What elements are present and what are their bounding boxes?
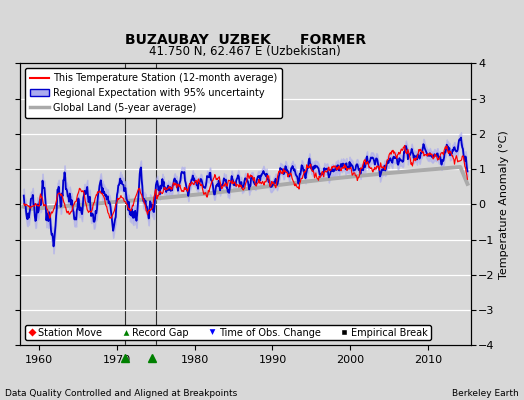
Text: Data Quality Controlled and Aligned at Breakpoints: Data Quality Controlled and Aligned at B… bbox=[5, 389, 237, 398]
Legend: Station Move, Record Gap, Time of Obs. Change, Empirical Break: Station Move, Record Gap, Time of Obs. C… bbox=[25, 324, 431, 340]
Text: Berkeley Earth: Berkeley Earth bbox=[452, 389, 519, 398]
Text: 41.750 N, 62.467 E (Uzbekistan): 41.750 N, 62.467 E (Uzbekistan) bbox=[149, 45, 341, 58]
Y-axis label: Temperature Anomaly (°C): Temperature Anomaly (°C) bbox=[499, 130, 509, 279]
Title: BUZAUBAY  UZBEK      FORMER: BUZAUBAY UZBEK FORMER bbox=[125, 32, 366, 46]
